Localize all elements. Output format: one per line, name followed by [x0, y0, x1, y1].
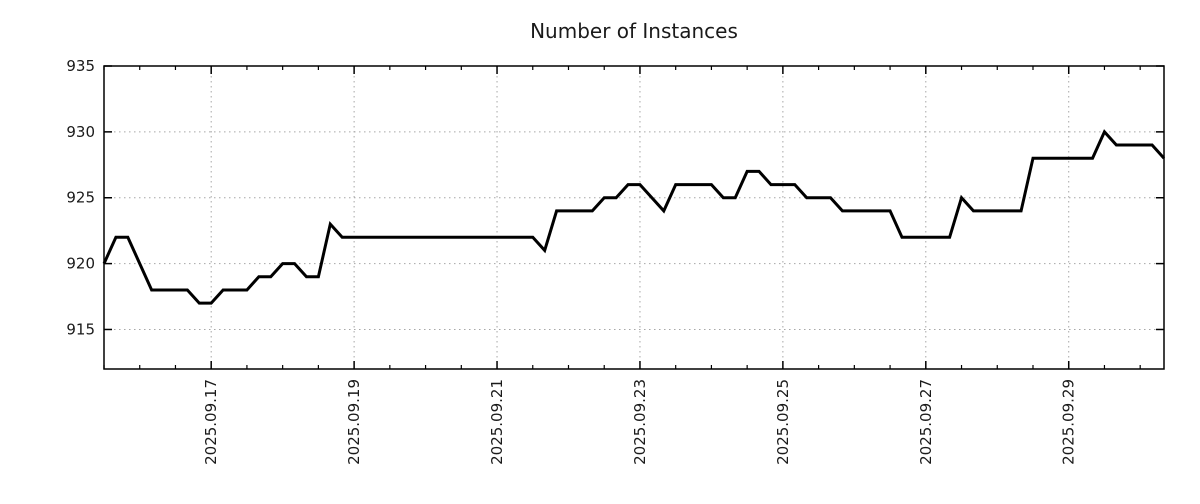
x-tick-label: 2025.09.25 [774, 379, 792, 465]
y-tick-label: 930 [66, 123, 95, 141]
y-tick-label: 920 [66, 255, 95, 273]
x-tick-label: 2025.09.17 [202, 379, 220, 465]
x-tick-label: 2025.09.29 [1060, 379, 1078, 465]
y-tick-label: 935 [66, 57, 95, 75]
x-tick-label: 2025.09.27 [917, 379, 935, 465]
x-tick-label: 2025.09.23 [631, 379, 649, 465]
plot-area: 2025.09.17 2025.09.19 2025.09.21 2025.09.23… [66, 57, 1166, 465]
y-tick-label: 915 [66, 320, 95, 338]
data-line [102, 129, 1166, 305]
plot-border [103, 65, 1165, 370]
x-tick-label: 2025.09.19 [345, 379, 363, 465]
chart-title: Number of Instances [530, 19, 738, 43]
x-tick-label: 2025.09.21 [488, 379, 506, 465]
y-tick-label: 925 [66, 189, 95, 207]
